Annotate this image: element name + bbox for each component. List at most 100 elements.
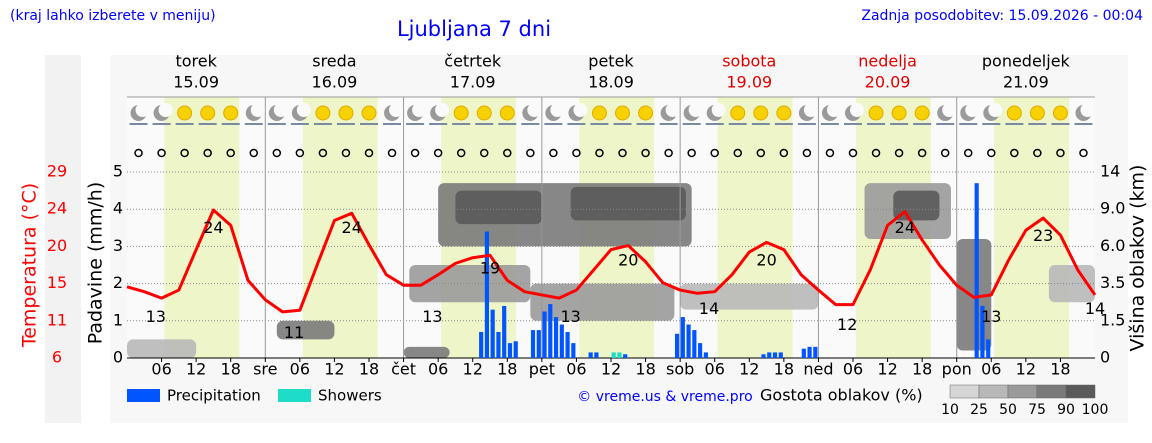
wind-icon: [341, 148, 351, 158]
x-tick-label: 12: [877, 360, 897, 379]
precip-bar: [542, 311, 547, 358]
precip-bar: [703, 352, 708, 358]
density-label: 100: [1082, 402, 1109, 418]
sun-icon: [1006, 105, 1022, 121]
chart-title: Ljubljana 7 dni: [397, 17, 551, 41]
day-date: 21.09: [1003, 73, 1049, 92]
x-tick-label: 12: [186, 360, 206, 379]
wind-icon: [180, 148, 189, 158]
x-tick-label: 18: [221, 360, 241, 379]
precip-bar: [698, 343, 703, 358]
wind-icon: [618, 148, 627, 158]
cloud-area: [570, 186, 686, 221]
wind-icon: [272, 148, 282, 158]
moon-shadow: [250, 103, 265, 117]
day-name: sobota: [722, 52, 776, 71]
precip-bar: [553, 317, 559, 358]
x-tick-label: sre: [253, 360, 277, 379]
wind-icon: [526, 148, 535, 158]
temp-value-label: 14: [699, 299, 719, 318]
sun-icon: [200, 105, 216, 121]
wind-icon: [871, 148, 881, 158]
wind-icon: [825, 148, 835, 158]
y-axis-label: Padavine (mm/h): [85, 182, 107, 345]
density-swatch: [1007, 384, 1038, 399]
x-tick-label: čet: [391, 360, 416, 379]
precip-bar: [674, 333, 680, 358]
wind-icon: [756, 148, 766, 158]
wind-icon: [963, 148, 973, 158]
precip-bar: [484, 231, 489, 358]
height-tick-label: 6.0: [1100, 236, 1125, 255]
sun-icon: [591, 105, 607, 121]
moon-shadow: [389, 103, 404, 117]
legend-label: Showers: [318, 387, 382, 405]
x-tick-label: 06: [151, 360, 171, 379]
left-panel: [45, 55, 81, 423]
x-tick-label: 18: [774, 360, 794, 379]
x-tick-label: 12: [739, 360, 759, 379]
density-label: 75: [1028, 402, 1046, 418]
temp-tick-label: 15: [47, 273, 67, 292]
cloud-area: [127, 339, 197, 358]
y-tick-label: 0: [113, 348, 123, 367]
wind-icon: [249, 148, 259, 158]
wind-icon: [595, 148, 604, 158]
y-tick-label: 5: [113, 162, 123, 181]
precip-bar: [801, 348, 806, 358]
sun-icon: [338, 105, 354, 121]
precip-bar: [530, 330, 536, 358]
density-title: Gostota oblakov (%): [760, 386, 923, 405]
sun-icon: [1052, 105, 1068, 121]
wind-icon: [433, 148, 443, 158]
day-date: 17.09: [450, 73, 496, 92]
temperature-line: [126, 208, 1097, 314]
y-tick-label: 1: [113, 310, 123, 329]
sun-icon: [499, 105, 515, 121]
temp-value-label: 11: [284, 323, 304, 342]
wind-icon: [687, 148, 696, 158]
moon-shadow: [711, 103, 726, 117]
wind-icon: [894, 148, 904, 158]
wind-icon: [572, 148, 581, 158]
height-tick-label: 9.0: [1100, 199, 1125, 218]
day-name: nedelja: [858, 52, 917, 71]
x-tick-label: 18: [359, 360, 379, 379]
wind-icon: [1079, 148, 1088, 158]
temp-value-label: 24: [342, 218, 362, 237]
temp-tick-label: 29: [47, 162, 67, 181]
sun-icon: [1029, 105, 1045, 121]
x-tick-label: 12: [601, 360, 621, 379]
sun-icon: [177, 105, 193, 121]
density-swatch: [1036, 384, 1067, 399]
temp-axis-label: Temperatura (°C): [19, 183, 41, 348]
precip-bar: [980, 305, 985, 358]
moon-shadow: [412, 103, 427, 117]
temp-value-label: 14: [1085, 299, 1105, 318]
y-tick-label: 3: [113, 236, 123, 255]
precip-bar: [974, 183, 979, 358]
moon-shadow: [826, 103, 841, 117]
daylight-band: [302, 97, 378, 358]
y-tick-label: 2: [113, 273, 123, 292]
temp-value-label: 13: [560, 307, 580, 326]
sun-icon: [868, 105, 884, 121]
temp-value-label: 24: [895, 218, 915, 237]
precip-bar: [623, 354, 628, 358]
wind-icon: [802, 148, 812, 158]
x-tick-label: 12: [1016, 360, 1036, 379]
moon-shadow: [803, 103, 818, 117]
precip-bar: [559, 324, 564, 358]
x-tick-label: 06: [843, 360, 863, 379]
precip-bar: [496, 331, 501, 358]
update-time: Zadnja posodobitev: 15.09.2026 - 00:04: [861, 8, 1143, 24]
sun-icon: [753, 105, 769, 121]
daylight-band: [717, 97, 793, 358]
precip-bar: [767, 352, 772, 358]
height-axis-label: Višina oblakov (km): [1127, 165, 1149, 352]
precip-bar: [479, 331, 484, 358]
sun-icon: [453, 105, 469, 121]
legend-swatch: [127, 389, 160, 402]
x-tick-label: 18: [635, 360, 655, 379]
precip-bar: [617, 352, 622, 358]
